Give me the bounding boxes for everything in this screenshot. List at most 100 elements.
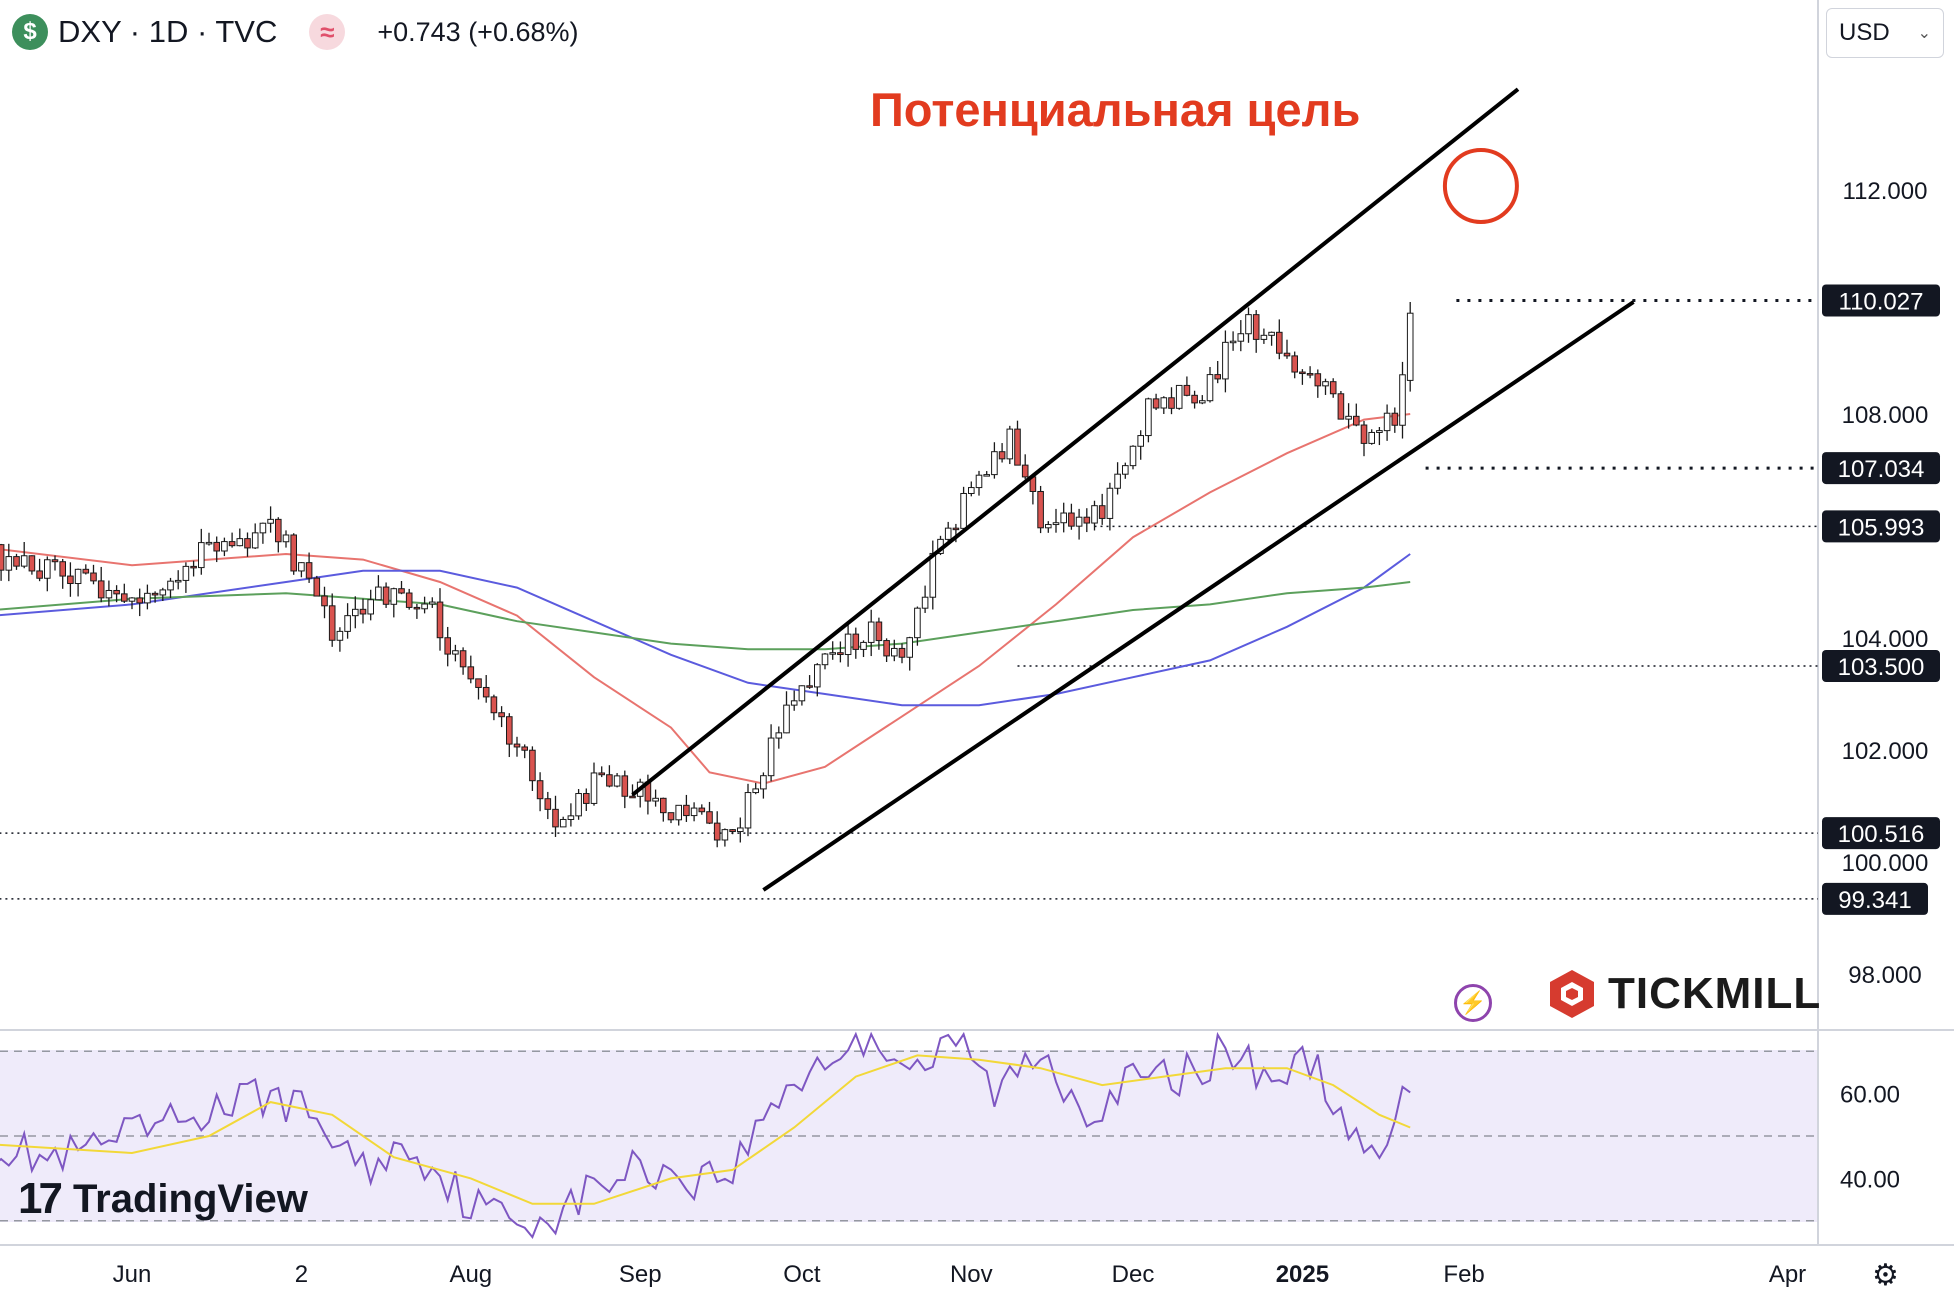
candle-up — [259, 522, 267, 534]
candle-up — [1122, 465, 1129, 475]
x-tick-label: Feb — [1443, 1261, 1484, 1288]
price-label-text: 105.993 — [1838, 514, 1925, 541]
candle-up — [775, 732, 783, 739]
candle-down — [444, 637, 451, 655]
candle-down — [998, 451, 1006, 460]
candle-down — [398, 588, 405, 594]
candle-down — [121, 593, 128, 602]
candle-down — [1168, 397, 1175, 409]
candle-down — [28, 555, 36, 572]
candle-up — [159, 589, 167, 596]
candle-down — [413, 606, 421, 610]
candle-up — [167, 580, 174, 591]
candle-down — [952, 527, 960, 531]
candle-down — [1214, 374, 1222, 380]
candle-up — [721, 829, 729, 841]
candle-down — [405, 592, 413, 608]
candle-up — [105, 589, 113, 599]
candle-down — [1021, 464, 1029, 478]
currency-selector[interactable]: USD ⌄ — [1826, 8, 1944, 58]
price-label-box — [1822, 650, 1940, 682]
candle-down — [806, 685, 813, 688]
currency-value: USD — [1839, 19, 1890, 46]
tradingview-mark-icon: 17 — [18, 1174, 63, 1223]
x-tick-label: 2 — [295, 1261, 308, 1288]
x-tick-label: Dec — [1112, 1261, 1155, 1288]
tradingview-text: TradingView — [72, 1176, 308, 1221]
candle-down — [1306, 373, 1314, 376]
price-label-text: 107.034 — [1838, 456, 1925, 483]
candle-up — [752, 788, 760, 794]
candle-down — [0, 544, 5, 571]
y-tick-label: 98.000 — [1848, 962, 1921, 989]
candle-down — [837, 652, 844, 656]
rsi-ma-line — [0, 1054, 1411, 1205]
candle-down — [883, 640, 890, 657]
symbol-title[interactable]: DXY · 1D · TVC — [58, 14, 278, 49]
candle-down — [713, 822, 721, 841]
candle-down — [1299, 371, 1306, 375]
candle-up — [767, 737, 775, 777]
candle-up — [790, 700, 798, 706]
candle-up — [1199, 400, 1206, 404]
candle-up — [1106, 487, 1114, 519]
candle-up — [567, 815, 575, 820]
lightning-icon[interactable]: ⚡ — [1454, 984, 1492, 1022]
candle-down — [1291, 355, 1299, 373]
candle-up — [675, 804, 683, 821]
candle-down — [1252, 314, 1260, 340]
tradingview-logo: 17 TradingView — [18, 1174, 308, 1224]
candle-down — [629, 795, 636, 799]
rsi-line — [0, 1031, 1411, 1240]
candle-down — [621, 775, 629, 797]
candle-up — [760, 775, 767, 790]
candle-up — [821, 653, 829, 666]
candle-up — [1376, 430, 1383, 433]
candle-down — [583, 793, 590, 804]
candle-up — [944, 527, 952, 540]
candle-down — [321, 595, 328, 607]
candle-up — [559, 818, 567, 828]
candle-up — [1060, 512, 1068, 524]
tickmill-hexagon-icon — [1550, 970, 1594, 1018]
candle-up — [1268, 331, 1275, 336]
candle-up — [744, 792, 752, 829]
candle-down — [51, 559, 59, 563]
gear-icon[interactable]: ⚙ — [1872, 1259, 1899, 1292]
candle-up — [906, 637, 914, 658]
candle-up — [1237, 333, 1245, 342]
candle-down — [13, 556, 20, 567]
candle-down — [359, 608, 367, 615]
candle-up — [1137, 435, 1145, 447]
candle-up — [282, 534, 290, 543]
tickmill-text: TICKMILL — [1608, 969, 1822, 1018]
price-change: +0.743 (+0.68%) — [377, 16, 579, 47]
candle-up — [844, 633, 852, 656]
candle-up — [44, 559, 51, 579]
x-tick-label: Aug — [449, 1261, 492, 1288]
wave-icon[interactable]: ≈ — [309, 14, 346, 50]
moving-average-line — [0, 553, 1411, 707]
candle-down — [875, 621, 883, 642]
channel-upper-line — [631, 87, 1520, 797]
candle-up — [1175, 384, 1183, 409]
candle-down — [598, 772, 606, 776]
candle-up — [968, 487, 975, 494]
candle-up — [174, 579, 182, 583]
candle-up — [1006, 428, 1014, 460]
candle-down — [1283, 352, 1291, 357]
candle-up — [267, 518, 274, 524]
candle-down — [1329, 381, 1337, 395]
y-tick-label: 100.000 — [1842, 850, 1929, 877]
candle-up — [860, 641, 867, 650]
candle-up — [914, 607, 921, 639]
candle-up — [421, 603, 428, 610]
channel-lower-line — [762, 300, 1635, 892]
dollar-sign-icon[interactable]: $ — [12, 14, 48, 50]
candle-down — [1083, 516, 1091, 524]
candle-up — [352, 608, 359, 617]
candle-up — [613, 775, 621, 787]
y-tick-label: 112.000 — [1843, 178, 1928, 205]
candle-up — [367, 599, 374, 615]
